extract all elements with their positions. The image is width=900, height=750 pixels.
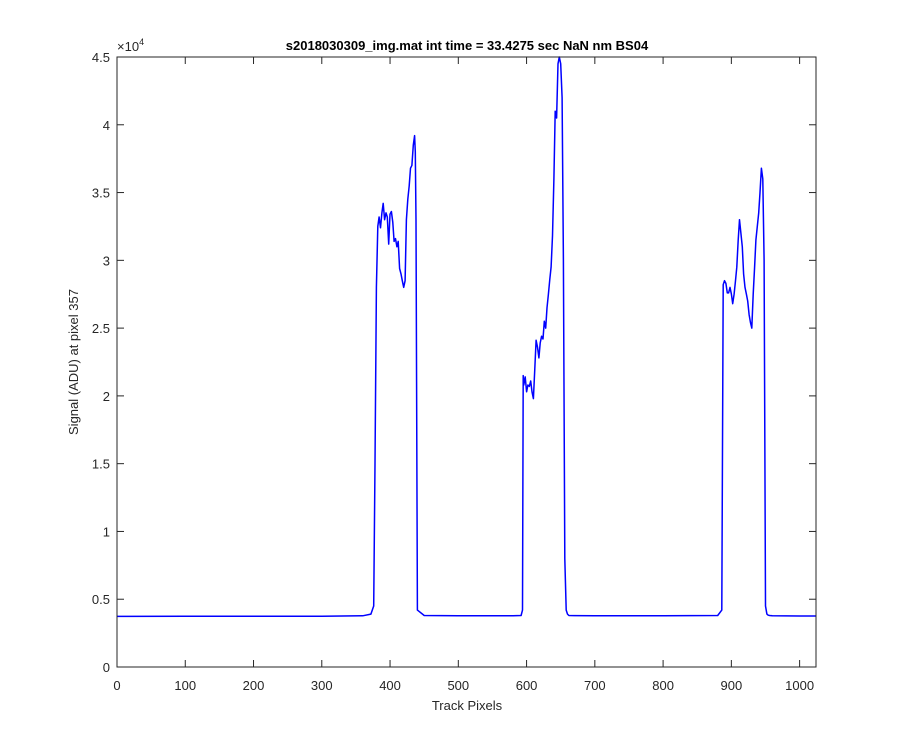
- chart-title: s2018030309_img.mat int time = 33.4275 s…: [286, 38, 649, 53]
- y-tick-label: 1.5: [92, 457, 110, 472]
- y-tick-label: 2.5: [92, 321, 110, 336]
- x-tick-label: 1000: [785, 678, 814, 693]
- y-axis-exponent-power: 4: [139, 37, 144, 47]
- x-tick-label: 200: [243, 678, 265, 693]
- y-tick-label: 1: [103, 524, 110, 539]
- y-axis-exponent: ×104: [117, 37, 144, 54]
- y-tick-label: 4: [103, 118, 110, 133]
- y-tick-label: 4.5: [92, 50, 110, 65]
- y-axis-exponent-base: ×10: [117, 39, 139, 54]
- y-axis-label: Signal (ADU) at pixel 357: [66, 289, 81, 435]
- y-tick-label: 0: [103, 660, 110, 675]
- x-tick-label: 700: [584, 678, 606, 693]
- y-tick-label: 2: [103, 389, 110, 404]
- x-tick-label: 100: [174, 678, 196, 693]
- x-tick-label: 800: [652, 678, 674, 693]
- axes: 0 100 200 300 400 500 600 700 800 900 1000 0 0.5 1 1.5…: [92, 50, 817, 693]
- y-tick-label: 3.5: [92, 186, 110, 201]
- series-line-0: [116, 56, 816, 618]
- y-tick-label: 3: [103, 253, 110, 268]
- x-tick-label: 500: [447, 678, 469, 693]
- plot-area: [116, 56, 816, 618]
- x-tick-label: 900: [721, 678, 743, 693]
- axes-box: [116, 56, 817, 668]
- x-tick-label: 400: [379, 678, 401, 693]
- x-axis-label: Track Pixels: [432, 698, 503, 713]
- x-tick-label: 300: [311, 678, 333, 693]
- x-tick-label: 0: [113, 678, 120, 693]
- y-tick-label: 0.5: [92, 592, 110, 607]
- x-tick-label: 600: [516, 678, 538, 693]
